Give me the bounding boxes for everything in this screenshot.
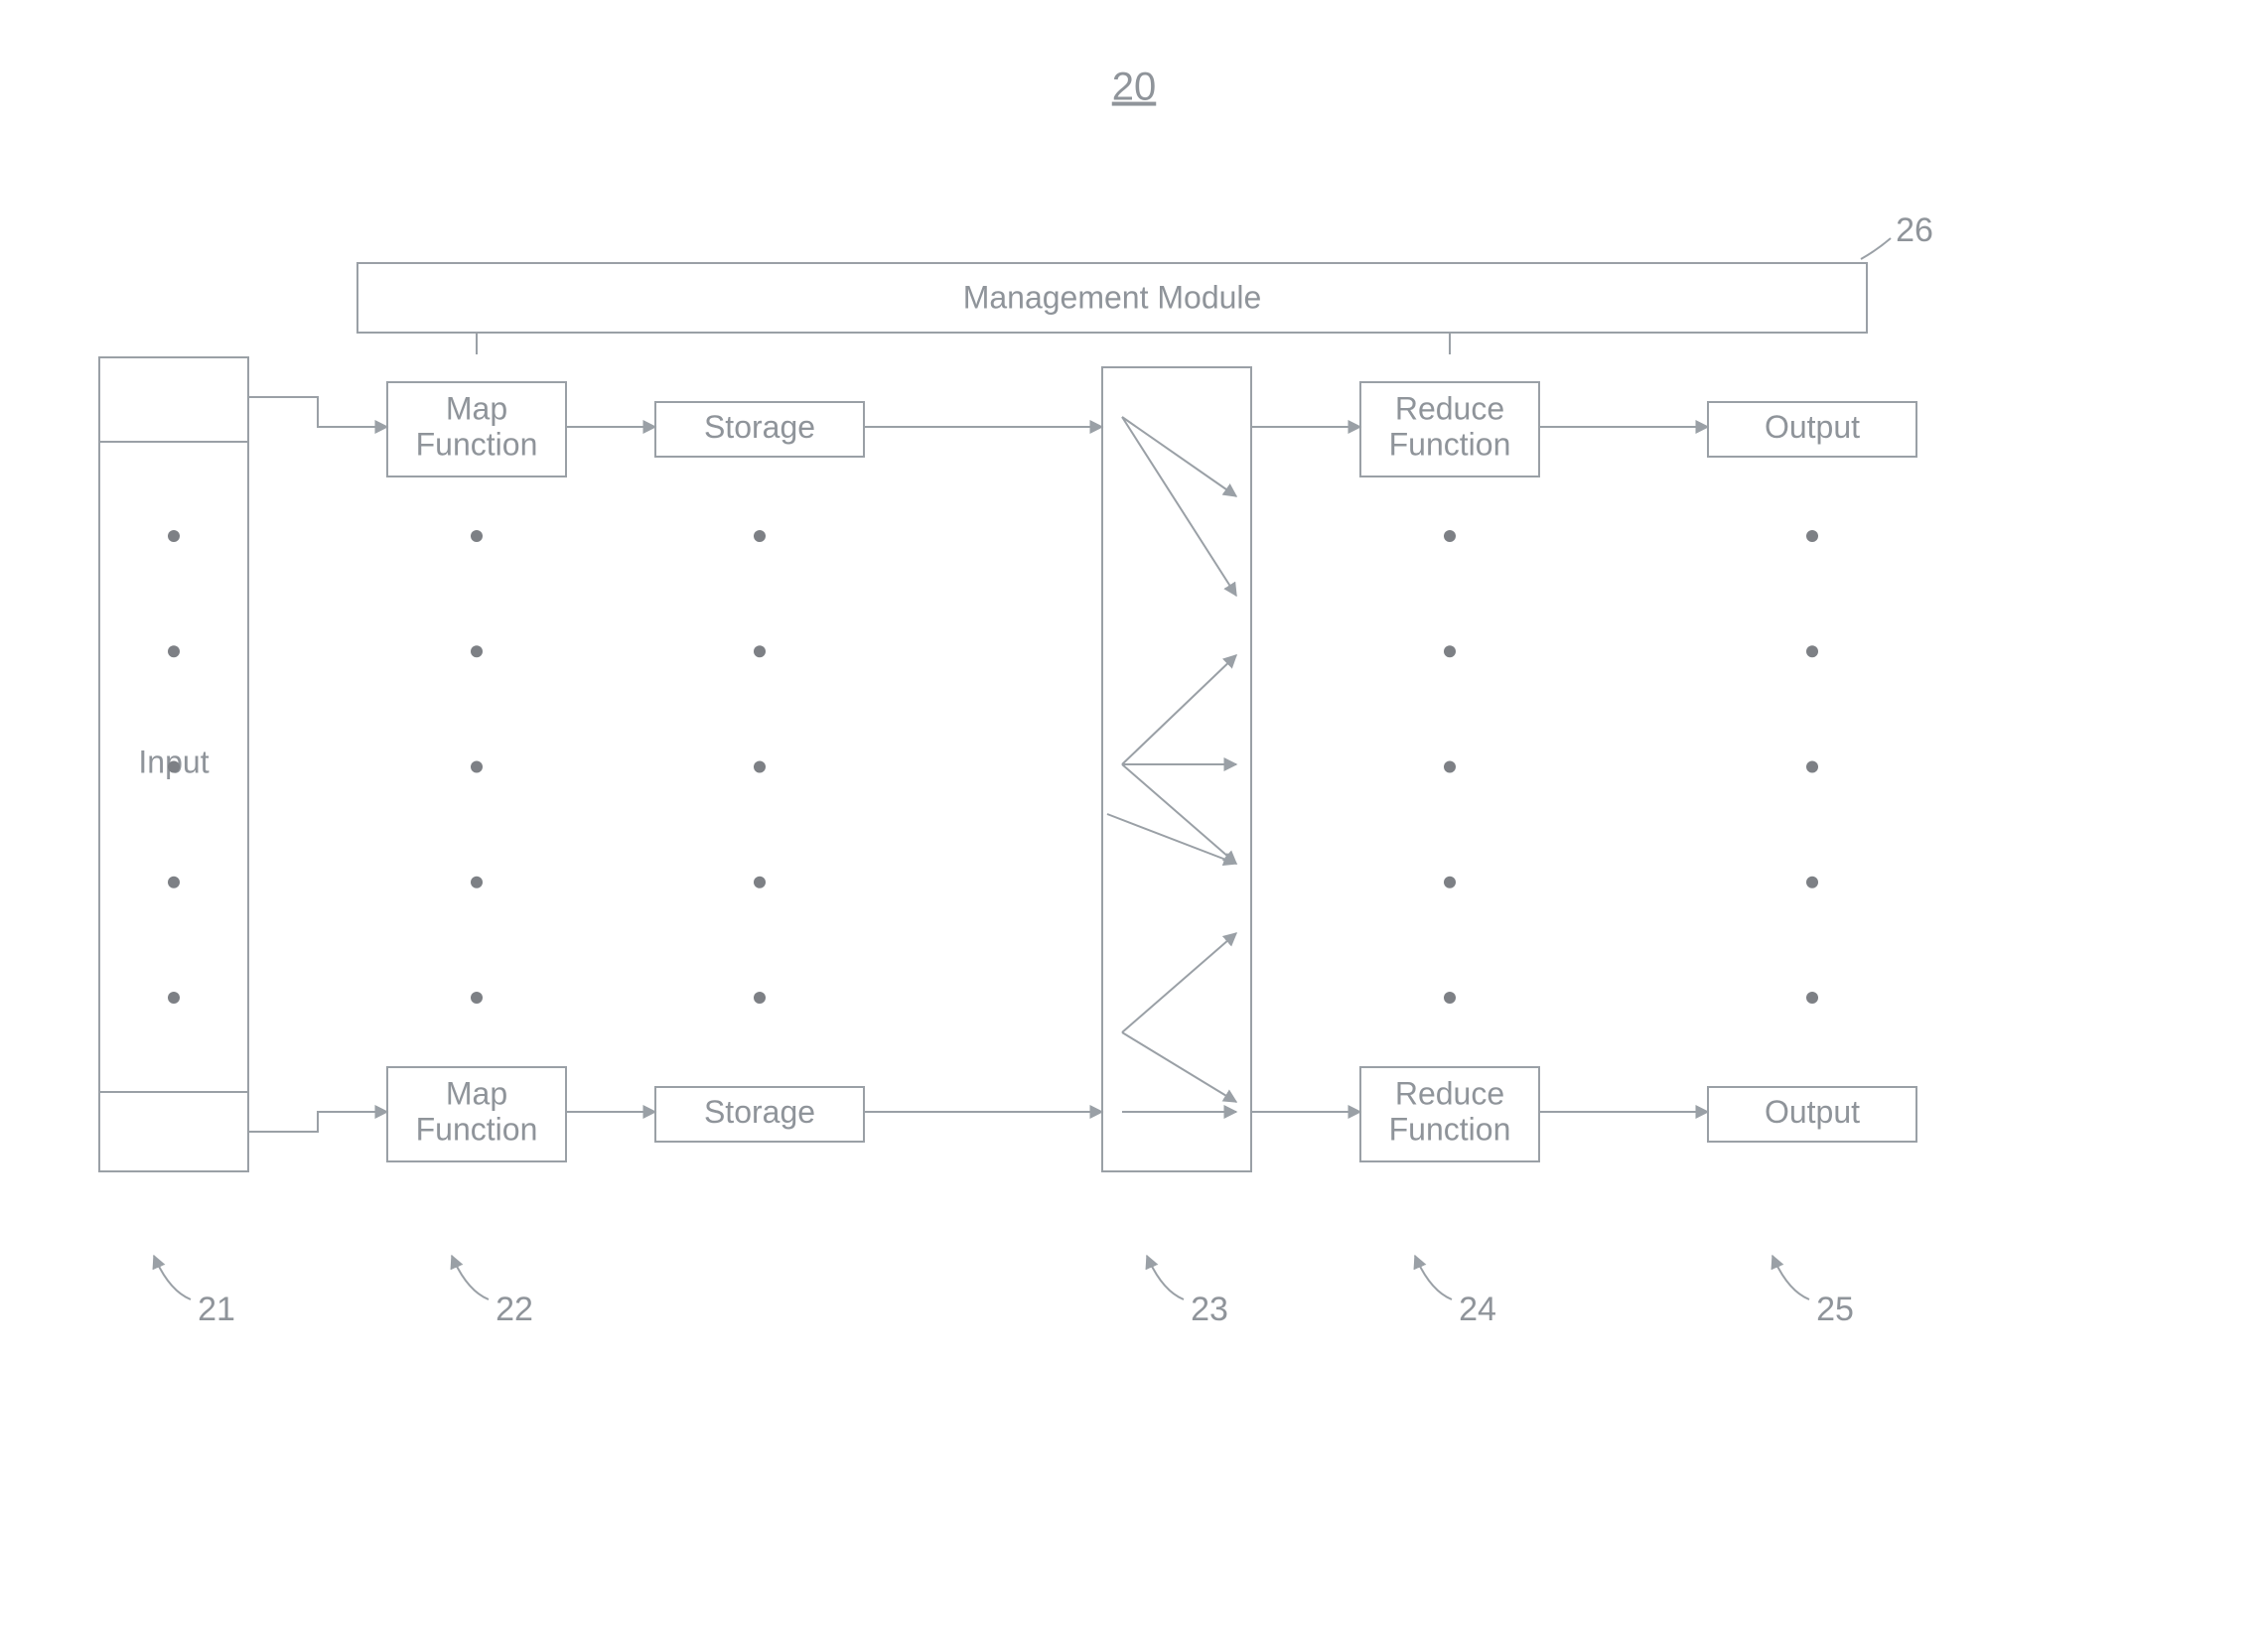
ref-26: 26: [1896, 211, 1933, 249]
shuffle-box: [1102, 367, 1251, 1171]
ref-23-leader: [1147, 1256, 1184, 1299]
ref-22: 22: [496, 1291, 533, 1328]
shuffle-arrow-0: [1122, 417, 1236, 496]
ellipsis-dot: [1444, 761, 1456, 773]
ellipsis-dot: [168, 645, 180, 657]
ellipsis-dot: [471, 877, 483, 888]
ellipsis-dot: [1806, 992, 1818, 1004]
ref-24-leader: [1415, 1256, 1452, 1299]
figure-reference: 20: [1112, 66, 1157, 109]
ellipsis-dot: [471, 645, 483, 657]
storage-label-top: Storage: [704, 409, 815, 445]
ref-22-leader: [452, 1256, 489, 1299]
ellipsis-dot: [471, 992, 483, 1004]
ellipsis-dot: [1806, 530, 1818, 542]
ref-25: 25: [1816, 1291, 1854, 1328]
ref-26-leader: [1861, 238, 1891, 259]
ref-21: 21: [198, 1291, 235, 1328]
ref-24: 24: [1459, 1291, 1496, 1328]
ellipsis-dot: [1444, 530, 1456, 542]
shuffle-arrow-1: [1122, 417, 1236, 596]
map-function-label-top: MapFunction: [416, 391, 538, 463]
shuffle-arrow-5: [1107, 814, 1236, 864]
management-module-label: Management Module: [963, 279, 1262, 315]
map-function-label-bottom: MapFunction: [416, 1076, 538, 1148]
ellipsis-dot: [471, 530, 483, 542]
ellipsis-dot: [168, 877, 180, 888]
ellipsis-dot: [1444, 877, 1456, 888]
ellipsis-dot: [168, 530, 180, 542]
ellipsis-dot: [1444, 645, 1456, 657]
ellipsis-dot: [1806, 877, 1818, 888]
shuffle-arrow-4: [1122, 764, 1236, 864]
shuffle-arrow-2: [1122, 655, 1236, 764]
ellipsis-dot: [168, 992, 180, 1004]
arrow-input-to-map-top: [248, 397, 387, 427]
ellipsis-dot: [1444, 992, 1456, 1004]
ellipsis-dot: [754, 530, 766, 542]
ref-25-leader: [1772, 1256, 1809, 1299]
storage-label-bottom: Storage: [704, 1094, 815, 1130]
shuffle-arrow-6: [1122, 933, 1236, 1032]
output-label-top: Output: [1765, 409, 1860, 445]
ellipsis-dot: [754, 645, 766, 657]
ellipsis-dot: [1806, 645, 1818, 657]
ellipsis-dot: [754, 761, 766, 773]
shuffle-arrow-7: [1122, 1032, 1236, 1102]
reduce-function-label-top: ReduceFunction: [1389, 391, 1511, 463]
reduce-function-label-bottom: ReduceFunction: [1389, 1076, 1511, 1148]
ref-21-leader: [154, 1256, 191, 1299]
ellipsis-dot: [1806, 761, 1818, 773]
arrow-input-to-map-bottom: [248, 1112, 387, 1132]
ellipsis-dot: [754, 992, 766, 1004]
ellipsis-dot: [471, 761, 483, 773]
ellipsis-dot: [754, 877, 766, 888]
output-label-bottom: Output: [1765, 1094, 1860, 1130]
ellipsis-dot: [168, 761, 180, 773]
ref-23: 23: [1191, 1291, 1228, 1328]
